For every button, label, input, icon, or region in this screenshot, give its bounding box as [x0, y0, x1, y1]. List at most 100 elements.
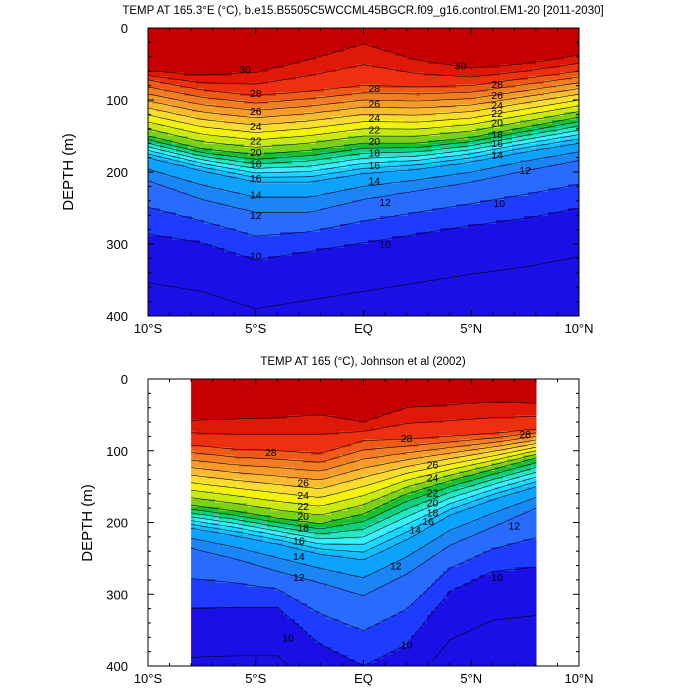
top-field-cell: [260, 312, 265, 316]
top-field-cell: [412, 268, 417, 273]
top-field-cell: [304, 260, 309, 265]
top-field-cell: [256, 84, 261, 89]
top-field-cell: [220, 228, 225, 233]
top-field-cell: [416, 168, 421, 173]
top-field-cell: [236, 200, 241, 205]
top-field-cell: [296, 260, 301, 265]
top-field-cell: [280, 232, 285, 237]
top-field-cell: [216, 128, 221, 133]
top-field-cell: [392, 176, 397, 181]
top-field-cell: [308, 240, 313, 245]
top-field-cell: [372, 80, 377, 85]
top-field-cell: [280, 244, 285, 249]
top-field-cell: [184, 36, 189, 41]
top-field-cell: [360, 68, 365, 73]
top-field-cell: [384, 172, 389, 177]
top-field-cell: [292, 196, 297, 201]
top-field-cell: [316, 180, 321, 185]
top-field-cell: [404, 248, 409, 253]
top-field-cell: [372, 52, 377, 57]
top-field-cell: [392, 96, 397, 101]
top-field-cell: [228, 160, 233, 165]
top-field-cell: [240, 140, 245, 145]
top-field-cell: [280, 248, 285, 253]
top-field-cell: [376, 120, 381, 125]
top-field-cell: [240, 60, 245, 65]
top-field-cell: [208, 200, 213, 205]
top-field-cell: [328, 260, 333, 265]
top-field-cell: [252, 164, 257, 169]
top-field-cell: [312, 160, 317, 165]
top-field-cell: [280, 224, 285, 229]
top-field-cell: [424, 48, 429, 53]
top-field-cell: [388, 292, 393, 297]
top-field-cell: [312, 244, 317, 249]
top-field-cell: [216, 220, 221, 225]
top-field-cell: [284, 308, 289, 313]
top-field-cell: [228, 172, 233, 177]
top-field-cell: [356, 252, 361, 257]
top-field-cell: [424, 80, 429, 85]
top-field-cell: [308, 140, 313, 145]
top-field-cell: [180, 124, 185, 129]
top-field-cell: [316, 224, 321, 229]
top-field-cell: [284, 236, 289, 241]
top-field-cell: [216, 256, 221, 261]
top-field-cell: [240, 108, 245, 113]
top-field-cell: [308, 284, 313, 289]
top-field-cell: [328, 312, 333, 316]
top-field-cell: [244, 280, 249, 285]
top-field-cell: [352, 244, 357, 249]
top-field-cell: [376, 28, 381, 33]
top-field-cell: [240, 132, 245, 137]
top-field-cell: [372, 120, 377, 125]
top-field-cell: [152, 60, 157, 65]
top-field-cell: [336, 240, 341, 245]
top-field-cell: [256, 304, 261, 309]
top-field-cell: [344, 308, 349, 313]
top-field-cell: [416, 108, 421, 113]
top-field-cell: [400, 220, 405, 225]
top-field-cell: [304, 76, 309, 81]
top-field-cell: [376, 128, 381, 133]
top-field-cell: [224, 144, 229, 149]
top-field-cell: [416, 80, 421, 85]
top-field-cell: [224, 156, 229, 161]
top-field-cell: [272, 284, 277, 289]
top-field-cell: [272, 112, 277, 117]
top-field-cell: [152, 284, 157, 289]
top-field-cell: [272, 236, 277, 241]
top-field-cell: [416, 76, 421, 81]
top-field-cell: [168, 168, 173, 173]
top-field-cell: [280, 284, 285, 289]
top-field-cell: [356, 296, 361, 301]
top-field-cell: [204, 120, 209, 125]
top-field-cell: [200, 60, 205, 65]
top-field-cell: [196, 180, 201, 185]
top-field-cell: [240, 312, 245, 316]
top-field-cell: [336, 312, 341, 316]
top-field-cell: [252, 104, 257, 109]
top-field-cell: [208, 152, 213, 157]
top-field-cell: [220, 232, 225, 237]
top-field-cell: [276, 104, 281, 109]
top-field-cell: [292, 80, 297, 85]
top-field-cell: [288, 276, 293, 281]
top-field-cell: [284, 172, 289, 177]
top-field-cell: [196, 224, 201, 229]
top-field-cell: [172, 72, 177, 77]
top-field-cell: [184, 136, 189, 141]
top-field-cell: [152, 108, 157, 113]
top-field-cell: [332, 132, 337, 137]
top-field-cell: [400, 44, 405, 49]
top-field-cell: [392, 172, 397, 177]
top-field-cell: [192, 240, 197, 245]
top-field-cell: [204, 76, 209, 81]
top-field-cell: [172, 268, 177, 273]
top-field-cell: [168, 164, 173, 169]
top-field-cell: [220, 28, 225, 33]
top-field-cell: [260, 176, 265, 181]
top-field-cell: [212, 280, 217, 285]
top-field-cell: [348, 112, 353, 117]
top-field-cell: [180, 68, 185, 73]
